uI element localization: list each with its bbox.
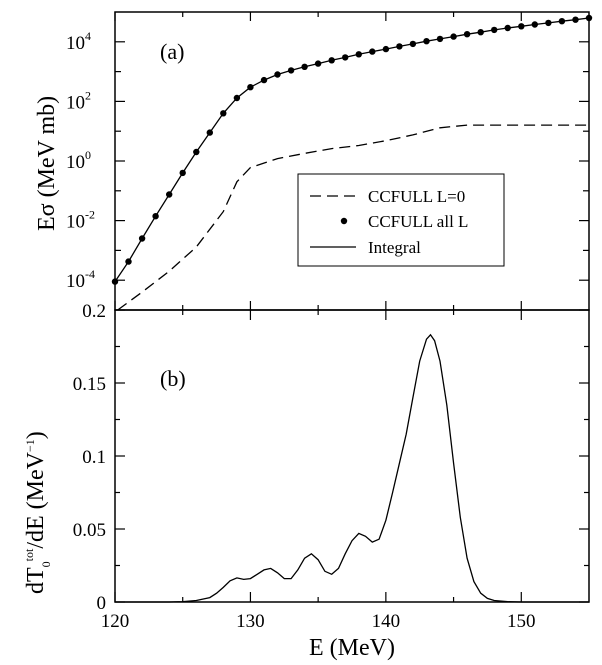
y-tick-label-exponent: -4	[85, 267, 95, 281]
legend-box	[297, 173, 505, 267]
y-tick-label: 10-4	[66, 267, 95, 292]
y-tick-label-base: 10	[66, 92, 85, 113]
y-tick-label-base: 10	[66, 212, 85, 233]
y-tick-label: 0.05	[73, 520, 106, 541]
x-tick-label: 130	[236, 611, 265, 632]
data-point	[396, 43, 403, 50]
data-point	[125, 258, 132, 265]
panel-b-frame	[114, 309, 590, 603]
data-point	[504, 24, 511, 32]
panel-a-label: (a)	[160, 39, 184, 64]
data-point	[355, 51, 362, 58]
y-tick-label-exponent: 0	[85, 148, 91, 162]
y-tick-label: 100	[66, 148, 91, 173]
panel-a-x-ticks	[114, 12, 522, 310]
x-tick-label: 120	[101, 611, 130, 632]
data-point	[138, 235, 146, 242]
data-point	[572, 16, 579, 23]
data-point	[531, 21, 538, 28]
data-point	[301, 63, 308, 70]
data-point	[477, 29, 484, 36]
y-tick-label: 0.2	[82, 301, 106, 322]
series-transmission-derivative-line	[115, 333, 589, 603]
data-point	[233, 94, 241, 102]
y-tick-label: 10-2	[66, 208, 95, 233]
legend-entry-integral: Integral	[368, 238, 421, 257]
data-point	[328, 57, 335, 64]
data-point	[314, 60, 322, 67]
data-point	[423, 38, 430, 45]
legend-swatch-ccfull-all-l	[340, 217, 348, 225]
legend: CCFULL L=0 CCFULL all L Integral	[297, 173, 505, 267]
y-label-close: )	[23, 431, 49, 439]
y-tick-label: 0.15	[73, 374, 106, 395]
y-tick-label: 0	[97, 593, 107, 614]
data-point	[152, 213, 159, 220]
data-point	[274, 71, 281, 78]
y-tick-label-exponent: 2	[85, 88, 91, 102]
data-point	[545, 19, 552, 27]
data-point	[206, 129, 213, 136]
data-point	[342, 54, 349, 61]
panel-b: 00.050.10.150.2 120 130 140 150 (b) dT0tot/…	[22, 301, 590, 661]
data-point	[247, 84, 254, 91]
y-label-superscript: tot	[22, 548, 36, 561]
y-label-base: dT	[23, 567, 49, 594]
data-point	[287, 67, 295, 74]
y-tick-label: 102	[66, 88, 91, 113]
y-label-unit-superscript: −1	[23, 439, 37, 452]
legend-entry-ccfull-all-l: CCFULL all L	[368, 212, 468, 231]
data-point	[166, 191, 173, 198]
panel-b-x-axis-label: E (MeV)	[309, 635, 395, 661]
x-tick-label: 140	[372, 611, 401, 632]
data-point	[558, 18, 566, 25]
panel-b-label: (b)	[160, 366, 186, 391]
y-tick-label: 0.1	[82, 447, 106, 468]
panel-a-y-axis-label: Eσ (MeV mb)	[34, 96, 60, 231]
panel-b-y-axis-label: dT0tot/dE (MeV−1)	[22, 431, 53, 594]
data-point	[369, 48, 376, 55]
data-point	[491, 26, 498, 34]
data-point	[518, 23, 525, 30]
y-tick-label-base: 10	[66, 152, 85, 173]
panel-b-x-ticks: 120 130 140 150	[101, 310, 536, 632]
y-tick-label-exponent: -2	[85, 208, 95, 222]
data-point	[382, 45, 390, 53]
legend-entry-ccfull-l0: CCFULL L=0	[368, 187, 465, 206]
y-tick-label-base: 10	[66, 271, 85, 292]
panel-b-y-ticks: 0 0.05 0.1 0.15 0.2	[73, 301, 589, 614]
data-point	[450, 33, 457, 40]
data-point	[260, 76, 268, 84]
data-point	[179, 169, 186, 177]
data-point	[436, 35, 444, 43]
y-tick-label: 104	[66, 29, 91, 54]
y-label-rest: /dE (MeV	[23, 451, 49, 548]
data-point	[193, 148, 200, 156]
data-point	[409, 40, 417, 48]
data-point	[463, 31, 471, 38]
series-ccfull-l0-line	[117, 124, 589, 311]
data-point	[220, 110, 227, 117]
y-tick-label-exponent: 4	[85, 29, 91, 43]
y-tick-label-base: 10	[66, 33, 85, 54]
x-tick-label: 150	[507, 611, 536, 632]
y-label-subscript: 0	[39, 561, 53, 567]
